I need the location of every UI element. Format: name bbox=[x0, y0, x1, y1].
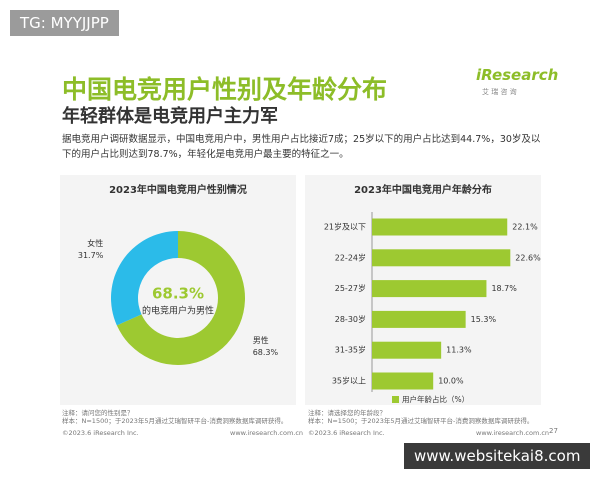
sample: 样本：N=1500；于2023年5月通过艾瑞智研平台-消费洞察数据库调研获得。 bbox=[308, 417, 534, 425]
y-tick-label: 31-35岁 bbox=[335, 345, 366, 355]
panel bbox=[60, 175, 296, 405]
watermark: TG: MYYJJPP bbox=[10, 10, 119, 36]
legend-swatch bbox=[392, 396, 399, 403]
y-tick-label: 25-27岁 bbox=[335, 283, 366, 293]
value-label: 15.3% bbox=[471, 315, 497, 324]
segment-value: 31.7% bbox=[78, 251, 104, 260]
logo: iResearch bbox=[476, 66, 559, 84]
bar bbox=[372, 341, 442, 359]
segment-value: 68.3% bbox=[253, 348, 279, 357]
subtitle: 年轻群体是电竞用户主力军 bbox=[62, 106, 278, 127]
site: www.iresearch.com.cn bbox=[476, 429, 550, 437]
watermark: www.websitekai8.com bbox=[404, 443, 591, 469]
y-tick-label: 22-24岁 bbox=[335, 252, 366, 262]
site: www.iresearch.com.cn bbox=[230, 429, 304, 437]
footer-right: 注释：请选择您的年龄段？ 样本：N=1500；于2023年5月通过艾瑞智研平台-… bbox=[308, 409, 533, 425]
footer-left: 注释：请问您的性别是？ 样本：N=1500；于2023年5月通过艾瑞智研平台-消… bbox=[62, 409, 287, 425]
donut-segment bbox=[116, 231, 245, 365]
bar bbox=[372, 310, 466, 328]
bar bbox=[372, 372, 434, 390]
page-number: 27 bbox=[549, 427, 558, 435]
legend-label: 用户年龄占比（%） bbox=[402, 394, 469, 404]
sample: 样本：N=1500；于2023年5月通过艾瑞智研平台-消费洞察数据库调研获得。 bbox=[62, 417, 288, 425]
note: 注释：请问您的性别是？ bbox=[62, 409, 134, 417]
segment-label: 男性 bbox=[253, 335, 269, 345]
center-annotation: 的电竞用户为男性 bbox=[142, 305, 214, 317]
y-tick-label: 28-30岁 bbox=[335, 314, 366, 324]
logo-sub: 艾 瑞 咨 询 bbox=[482, 88, 517, 96]
y-tick-label: 35岁以上 bbox=[332, 376, 366, 386]
chart-title: 2023年中国电竞用户性别情况 bbox=[109, 183, 247, 196]
bar bbox=[372, 280, 487, 298]
y-tick-label: 21岁及以下 bbox=[324, 222, 366, 232]
value-label: 22.6% bbox=[515, 253, 541, 262]
value-label: 18.7% bbox=[491, 284, 517, 293]
value-label: 11.3% bbox=[446, 346, 472, 355]
center-value: 68.3% bbox=[152, 285, 204, 303]
intro-text: 据电竞用户调研数据显示，中国电竞用户中，男性用户占比接近7成；25岁以下的用户占… bbox=[62, 134, 541, 160]
chart-title: 2023年中国电竞用户年龄分布 bbox=[354, 183, 492, 196]
bar bbox=[372, 218, 508, 236]
title: 中国电竞用户性别及年龄分布 bbox=[62, 75, 388, 104]
donut-segment bbox=[110, 231, 178, 326]
value-label: 22.1% bbox=[512, 223, 538, 232]
bar bbox=[372, 249, 511, 267]
copyright: ©2023.6 iResearch Inc. bbox=[62, 429, 139, 437]
note: 注释：请选择您的年龄段？ bbox=[308, 409, 386, 417]
value-label: 10.0% bbox=[438, 377, 464, 386]
copyright: ©2023.6 iResearch Inc. bbox=[308, 429, 385, 437]
segment-label: 女性 bbox=[87, 238, 103, 248]
